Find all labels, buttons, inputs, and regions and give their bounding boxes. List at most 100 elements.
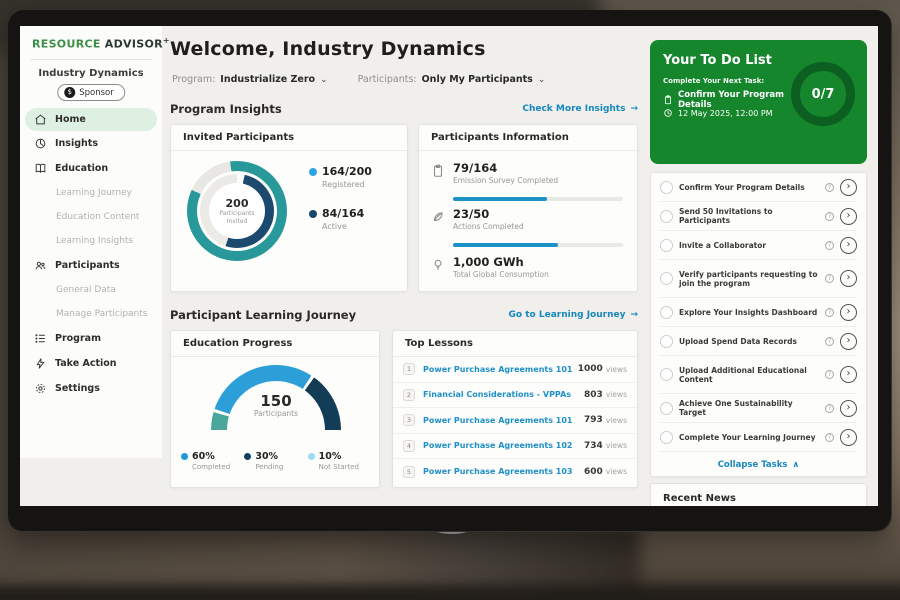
chevron-right-button[interactable]: › — [840, 303, 857, 321]
sponsor-icon: $ — [64, 87, 76, 98]
section-title-program-insights: Program Insights — [170, 102, 282, 116]
task-label: Complete Your Learning Journey — [679, 432, 816, 442]
task-label: Send 50 Invitations to Participants — [679, 207, 773, 225]
chevron-right-button[interactable]: › — [840, 178, 857, 196]
legend-dot — [181, 453, 188, 460]
chevron-down-icon: ⌄ — [537, 74, 546, 85]
task-checkbox[interactable] — [660, 430, 673, 444]
progress-fill — [453, 197, 547, 201]
sidebar-item-learning-insights[interactable]: Learning Insights — [20, 229, 162, 253]
sidebar-item-program[interactable]: Program — [20, 326, 162, 351]
sidebar-item-label: Learning Insights — [56, 236, 134, 246]
program-filter-dropdown[interactable]: Program: Industrialize Zero ⌄ — [172, 74, 328, 85]
lesson-rank: 1 — [403, 363, 415, 376]
lesson-link[interactable]: Financial Considerations - VPPAs — [423, 390, 572, 400]
main-content: Welcome, Industry Dynamics Program: Indu… — [170, 26, 638, 506]
program-insights-header: Program Insights Check More Insights → — [170, 102, 638, 116]
chevron-right-button[interactable]: › — [840, 428, 857, 446]
legend-label: Registered — [322, 180, 365, 189]
sidebar-item-insights[interactable]: Insights — [20, 131, 162, 156]
task-checkbox[interactable] — [660, 368, 673, 381]
task-checkbox[interactable] — [660, 209, 673, 223]
chevron-right-button[interactable]: › — [840, 236, 857, 254]
program-filter-value: Industrialize Zero — [220, 74, 316, 85]
lesson-link[interactable]: Power Purchase Agreements 102 — [423, 441, 573, 451]
task-checkbox[interactable] — [660, 305, 673, 319]
help-icon[interactable]: ? — [825, 432, 834, 442]
check-more-insights-link[interactable]: Check More Insights → — [522, 104, 638, 114]
sidebar-item-education-content[interactable]: Education Content — [20, 205, 162, 229]
sidebar-item-education[interactable]: Education — [20, 156, 162, 181]
sidebar-item-label: Manage Participants — [56, 309, 148, 319]
todo-panel: Your To Do List Complete Your Next Task:… — [650, 40, 867, 164]
stat-row-consumption: 1,000 GWh Total Global Consumption — [431, 255, 627, 279]
progress-fill — [453, 243, 559, 247]
lesson-row: 2 Financial Considerations - VPPAs 803 v… — [393, 383, 637, 408]
recent-news-title: Recent News — [663, 493, 736, 504]
task-checkbox[interactable] — [660, 272, 673, 285]
sidebar-item-manage-participants[interactable]: Manage Participants — [20, 302, 162, 326]
chevron-right-button[interactable]: › — [840, 332, 857, 350]
take-action-icon — [34, 357, 47, 370]
task-checkbox[interactable] — [660, 334, 673, 348]
participants-filter-dropdown[interactable]: Participants: Only My Participants ⌄ — [358, 74, 546, 85]
donut-center: 200 Participants Invited — [209, 183, 265, 239]
legend-item-active: 84/164 Active — [309, 207, 372, 231]
collapse-tasks-link[interactable]: Collapse Tasks ∧ — [660, 452, 857, 478]
legend-item-not-started: 10% Not Started — [307, 451, 371, 471]
help-icon[interactable]: ? — [825, 307, 834, 317]
sponsor-badge[interactable]: $ Sponsor — [57, 84, 125, 101]
todo-task-list: Confirm Your Program Details ? › Send 50… — [650, 172, 867, 477]
help-icon[interactable]: ? — [825, 240, 834, 250]
clipboard-icon — [431, 163, 445, 177]
todo-due-label: 12 May 2025, 12:00 PM — [678, 108, 773, 118]
sidebar-item-home[interactable]: Home — [25, 108, 157, 131]
chevron-right-button[interactable]: › — [840, 399, 857, 417]
actions-progress-bar — [453, 243, 623, 247]
task-checkbox[interactable] — [660, 180, 673, 194]
sidebar-item-settings[interactable]: Settings — [20, 376, 162, 401]
help-icon[interactable]: ? — [825, 336, 834, 346]
todo-progress-value: 0/7 — [811, 86, 835, 102]
arrow-right-icon: → — [630, 104, 638, 114]
legend-value: 164/200 — [322, 165, 372, 178]
help-icon[interactable]: ? — [825, 211, 834, 221]
sidebar-item-participants[interactable]: Participants — [20, 253, 162, 278]
lesson-link[interactable]: Power Purchase Agreements 101 — [423, 364, 573, 374]
donut-legend: 164/200 Registered 84/164 Active — [309, 165, 372, 249]
sidebar-item-learning-journey[interactable]: Learning Journey — [20, 181, 162, 205]
help-icon[interactable]: ? — [825, 403, 834, 413]
go-to-learning-journey-link[interactable]: Go to Learning Journey → — [509, 310, 638, 320]
task-row: Achieve One Sustainability Target ? › — [660, 394, 857, 423]
program-list-icon — [34, 332, 47, 345]
chevron-right-button[interactable]: › — [840, 270, 857, 287]
divider — [30, 59, 152, 60]
task-label: Achieve One Sustainability Target — [679, 399, 793, 417]
legend-item-completed: 60% Completed — [181, 451, 244, 471]
card-title: Education Progress — [171, 331, 379, 357]
help-icon[interactable]: ? — [825, 370, 834, 379]
lesson-link[interactable]: Power Purchase Agreements 101 — [423, 415, 573, 425]
legend-value: 30% — [255, 451, 279, 462]
chevron-right-button[interactable]: › — [840, 207, 857, 225]
lesson-link[interactable]: Power Purchase Agreements 103 — [423, 467, 573, 477]
sidebar-item-general-data[interactable]: General Data — [20, 278, 162, 302]
learning-journey-header: Participant Learning Journey Go to Learn… — [170, 308, 638, 322]
stat-row-actions: 23/50 Actions Completed — [431, 207, 627, 231]
sidebar-item-label: Home — [55, 114, 86, 125]
top-lessons-card: Top Lessons 1 Power Purchase Agreements … — [392, 330, 638, 488]
task-checkbox[interactable] — [660, 401, 673, 415]
chevron-right-button[interactable]: › — [840, 366, 857, 383]
task-checkbox[interactable] — [660, 238, 673, 252]
legend-label: Active — [322, 222, 347, 231]
sidebar-item-label: Program — [55, 333, 101, 344]
stat-label: Emission Survey Completed — [453, 176, 559, 185]
legend-value: 60% — [192, 451, 215, 462]
legend-value: 10% — [318, 451, 342, 462]
help-icon[interactable]: ? — [825, 182, 834, 192]
help-icon[interactable]: ? — [825, 274, 834, 283]
lesson-views-label: views — [605, 467, 627, 477]
todo-next-task: Confirm Your Program Details — [663, 90, 803, 110]
stat-label: Total Global Consumption — [453, 270, 549, 279]
sidebar-item-take-action[interactable]: Take Action — [20, 351, 162, 376]
